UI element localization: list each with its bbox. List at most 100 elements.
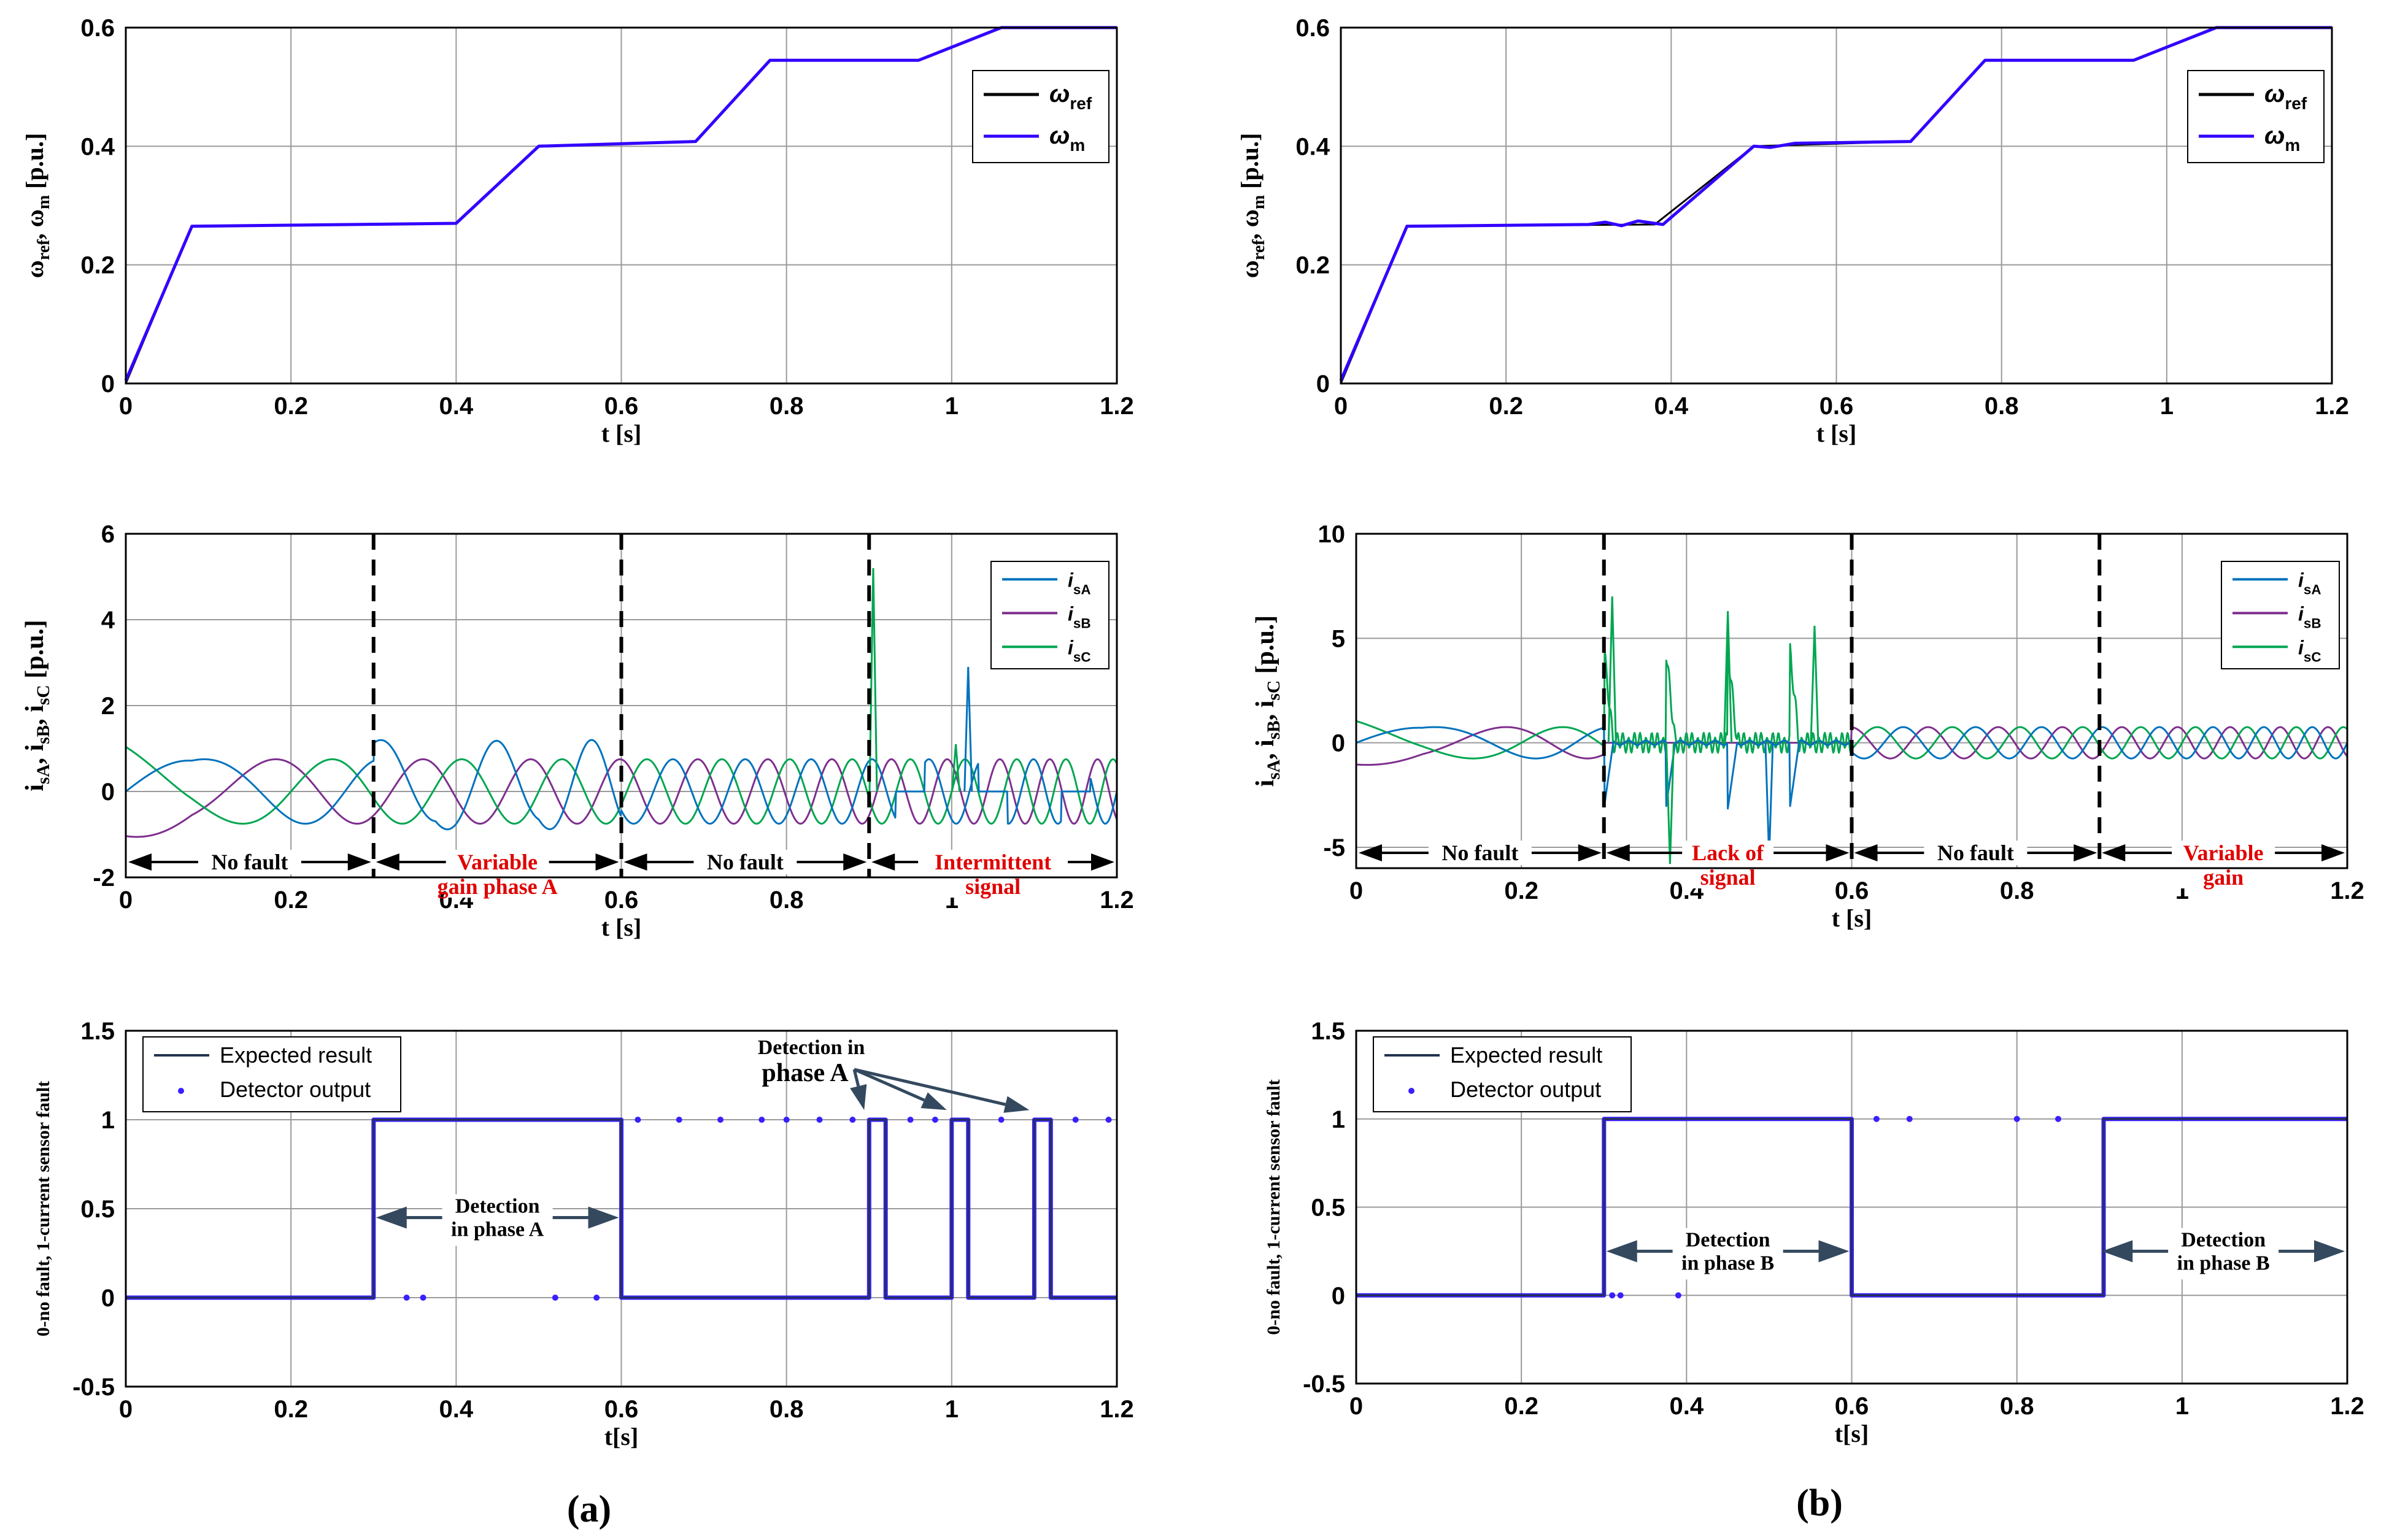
y-axis-label-part: , i xyxy=(1251,739,1279,760)
x-tick-label: 0.8 xyxy=(770,1396,804,1423)
legend-item: Detector output xyxy=(178,1077,371,1102)
x-tick-label: 1.2 xyxy=(1100,887,1134,914)
region-label-bg xyxy=(1682,841,1774,888)
callout-arrow-head xyxy=(850,1084,867,1111)
callout-arrow-shaft xyxy=(852,1069,860,1087)
region-arrow-head-left xyxy=(871,853,895,871)
y-axis-label-part: , i xyxy=(21,744,49,764)
panel-b-detect: 0 0.2 0.4 0.6 0.8 1 1.2-0.500.511.5t[s]Detecti… xyxy=(1264,1018,2364,1447)
legend-item: isB xyxy=(2232,603,2321,631)
legend-item: isA xyxy=(1002,569,1091,597)
x-axis-label: t [s] xyxy=(1832,904,1872,932)
annotation-label: in phase B xyxy=(2177,1252,2270,1274)
current-spike xyxy=(951,744,961,792)
legend-label: ωm xyxy=(1049,122,1085,155)
y-axis-label-subscript: ref xyxy=(34,239,53,260)
x-axis-label: t [s] xyxy=(601,914,642,941)
x-axis-label: t[s] xyxy=(604,1423,639,1450)
detector-output-point xyxy=(1906,1115,1913,1122)
y-axis-label-subscript: m xyxy=(1249,195,1268,209)
y-tick-label: -0.5 xyxy=(1303,1371,1345,1398)
y-axis-label: 0-no fault, 1-current sensor fault xyxy=(1264,1079,1284,1334)
detector-output-point xyxy=(2013,1115,2020,1122)
legend-label-name: ω xyxy=(1049,80,1070,107)
legend-item: isA xyxy=(2232,569,2321,597)
y-tick-label: 4 xyxy=(101,607,115,634)
y-axis-label: ωref, ωm [p.u.] xyxy=(21,133,53,279)
panel-a-detect: 0 0.2 0.4 0.6 0.8 1 1.2-0.500.511.5t[s]Detecti… xyxy=(33,1018,1134,1450)
region-label: Variable xyxy=(2183,841,2264,865)
expected-result-line xyxy=(1356,1118,2347,1296)
x-tick-label: 0 xyxy=(119,887,133,914)
axes-frame xyxy=(125,1030,1118,1388)
legend-label-name: Expected result xyxy=(220,1042,372,1068)
detector-output-point xyxy=(849,1117,856,1123)
y-axis-label-subscript: sC xyxy=(1264,680,1284,701)
y-axis-label-subscript: ref xyxy=(1249,239,1268,260)
y-tick-label: 0 xyxy=(1316,371,1330,398)
y-tick-label: 2 xyxy=(101,693,115,720)
legend-label-name: i xyxy=(2298,636,2304,658)
region-label: No fault xyxy=(707,850,784,874)
annotation-label: phase A xyxy=(762,1059,849,1087)
y-axis-label-part: [p.u.] xyxy=(21,133,48,195)
y-axis-label: 0-no fault, 1-current sensor fault xyxy=(33,1081,53,1336)
y-tick-label: 5 xyxy=(1332,625,1345,652)
x-tick-label: 1.2 xyxy=(2330,1393,2364,1420)
legend-label-name: i xyxy=(1068,636,1074,658)
detector-output-point xyxy=(758,1117,765,1123)
legend-box xyxy=(1373,1036,1632,1112)
x-tick-label: 0.6 xyxy=(604,393,639,420)
y-axis-label-subscript: sB xyxy=(34,725,53,744)
region-annotation: No fault xyxy=(623,850,867,874)
series-isB xyxy=(125,758,1118,838)
legend-item: Detector output xyxy=(1408,1077,1601,1102)
legend-label-subscript: m xyxy=(2285,136,2300,155)
y-tick-label: -2 xyxy=(93,864,115,891)
x-tick-label: 0 xyxy=(1349,877,1363,904)
legend-label-name: ω xyxy=(2264,80,2285,107)
callout-arrow-shaft xyxy=(854,1068,925,1102)
y-tick-label: -0.5 xyxy=(72,1374,115,1401)
region-label: gain xyxy=(2203,865,2244,890)
y-axis-label-part: ω xyxy=(21,260,48,278)
x-axis-label: t [s] xyxy=(601,420,642,447)
region-label-bg xyxy=(1924,841,2028,865)
annotation-arrow-head-right xyxy=(2314,1240,2345,1263)
x-tick-label: 0.4 xyxy=(1670,1393,1704,1420)
x-axis-label: t [s] xyxy=(1816,420,1857,447)
legend-item: isB xyxy=(1002,603,1091,631)
legend-item: Expected result xyxy=(154,1042,372,1068)
detector-output-point xyxy=(1617,1292,1624,1299)
annotation-arrow-head-right xyxy=(588,1206,619,1229)
detector-output-point xyxy=(783,1117,790,1123)
axes-frame xyxy=(1340,26,2333,385)
x-tick-label: 0 xyxy=(119,393,133,420)
region-label: Intermittent xyxy=(935,850,1051,874)
detector-output-point xyxy=(907,1117,914,1123)
x-tick-label: 1.2 xyxy=(1100,393,1134,420)
series-line-omega-m xyxy=(124,26,1117,382)
annotation-label-bg xyxy=(442,1194,553,1246)
legend-item: ωref xyxy=(2199,80,2307,113)
annotation-label-bg xyxy=(1672,1228,1783,1280)
y-axis-label-subscript: sC xyxy=(34,685,53,705)
legend: Expected result Detector output xyxy=(1373,1036,1632,1112)
y-tick-label: 0.2 xyxy=(80,252,115,279)
legend-marker-dot xyxy=(178,1088,184,1094)
y-tick-label: 0 xyxy=(1332,1282,1345,1309)
legend-label-subscript: sC xyxy=(1073,649,1091,664)
legend-label-name: i xyxy=(1068,603,1074,625)
x-tick-label: 0.4 xyxy=(439,393,474,420)
x-tick-label: 0.6 xyxy=(604,1396,639,1423)
x-tick-label: 0.8 xyxy=(1985,393,2019,420)
x-tick-label: 0.6 xyxy=(1820,393,1854,420)
detector-output-point xyxy=(717,1117,724,1123)
x-axis-label: t[s] xyxy=(1835,1420,1869,1447)
x-tick-label: 1 xyxy=(2160,393,2174,420)
